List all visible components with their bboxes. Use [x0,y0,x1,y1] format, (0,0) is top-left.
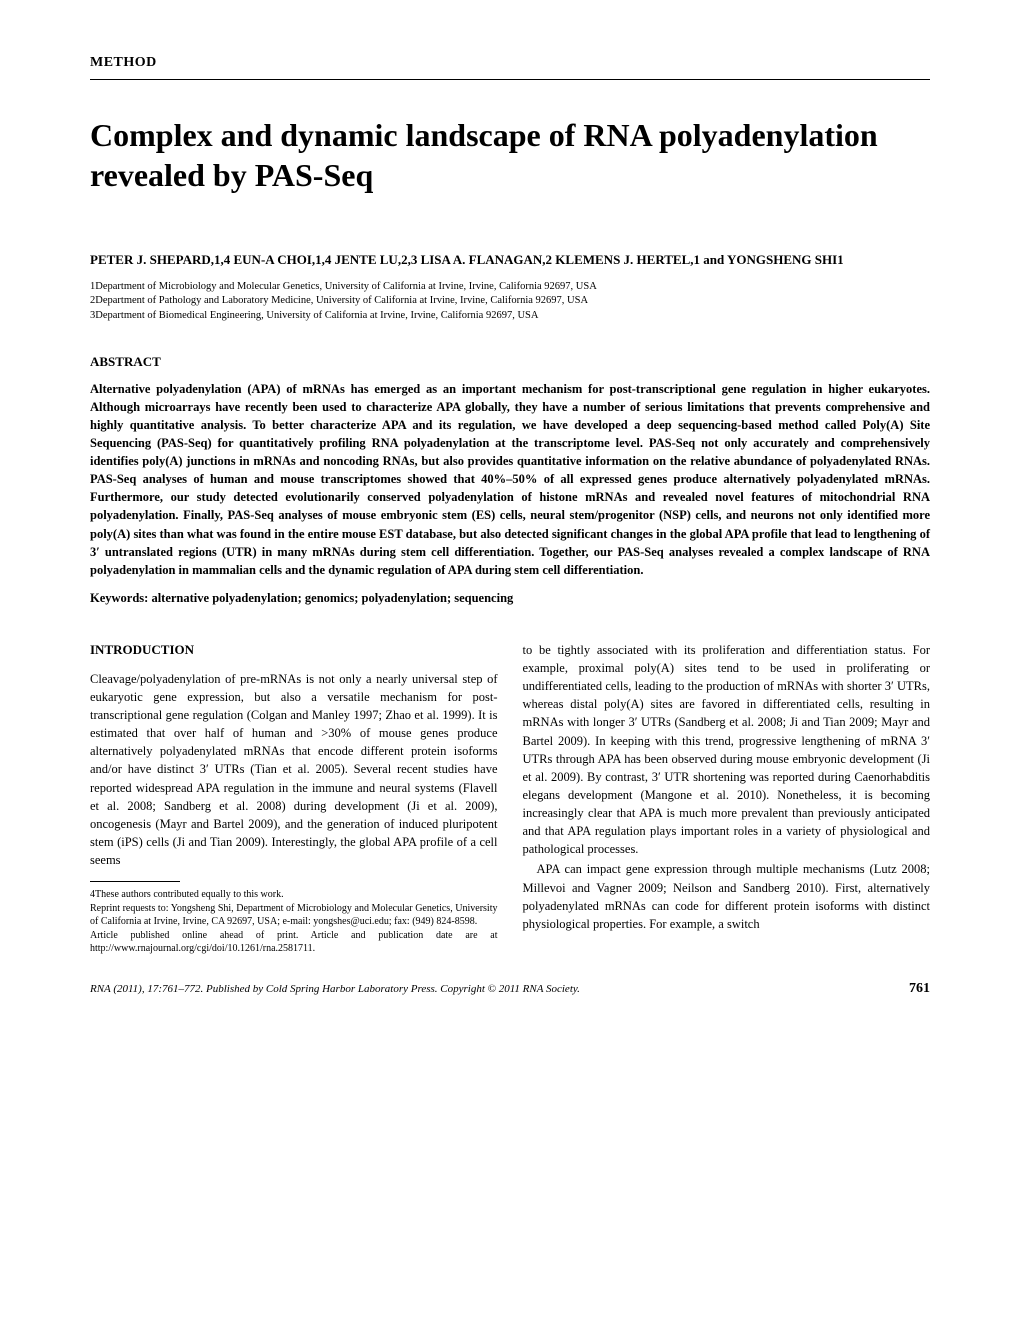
page-footer: RNA (2011), 17:761–772. Published by Col… [90,981,930,997]
abstract-body: Alternative polyadenylation (APA) of mRN… [90,380,930,579]
footnote-3: Article published online ahead of print.… [90,929,498,956]
footnotes-block: 4These authors contributed equally to th… [90,888,498,956]
top-rule [90,79,930,80]
keywords-label: Keywords: [90,591,148,605]
footnote-rule [90,881,180,882]
intro-paragraph-2: to be tightly associated with its prolif… [523,641,931,859]
page-number: 761 [909,981,930,997]
authors-line: PETER J. SHEPARD,1,4 EUN-A CHOI,1,4 JENT… [90,250,930,270]
left-column: INTRODUCTION Cleavage/polyadenylation of… [90,641,498,956]
article-title: Complex and dynamic landscape of RNA pol… [90,115,930,195]
footnote-2: Reprint requests to: Yongsheng Shi, Depa… [90,902,498,929]
introduction-heading: INTRODUCTION [90,641,498,660]
affiliation-3: 3Department of Biomedical Engineering, U… [90,309,930,324]
journal-info: RNA (2011), 17:761–772. Published by Col… [90,983,580,995]
keywords-line: Keywords: alternative polyadenylation; g… [90,591,930,606]
intro-paragraph-1: Cleavage/polyadenylation of pre-mRNAs is… [90,670,498,869]
keywords-text: alternative polyadenylation; genomics; p… [151,591,513,605]
affiliation-1: 1Department of Microbiology and Molecula… [90,280,930,295]
footnote-1: 4These authors contributed equally to th… [90,888,498,902]
intro-paragraph-3: APA can impact gene expression through m… [523,860,931,933]
affiliations-block: 1Department of Microbiology and Molecula… [90,280,930,324]
affiliation-2: 2Department of Pathology and Laboratory … [90,294,930,309]
abstract-heading: ABSTRACT [90,354,930,370]
page-container: METHOD Complex and dynamic landscape of … [0,0,1020,1037]
method-label: METHOD [90,55,930,71]
body-columns: INTRODUCTION Cleavage/polyadenylation of… [90,641,930,956]
right-column: to be tightly associated with its prolif… [523,641,931,956]
